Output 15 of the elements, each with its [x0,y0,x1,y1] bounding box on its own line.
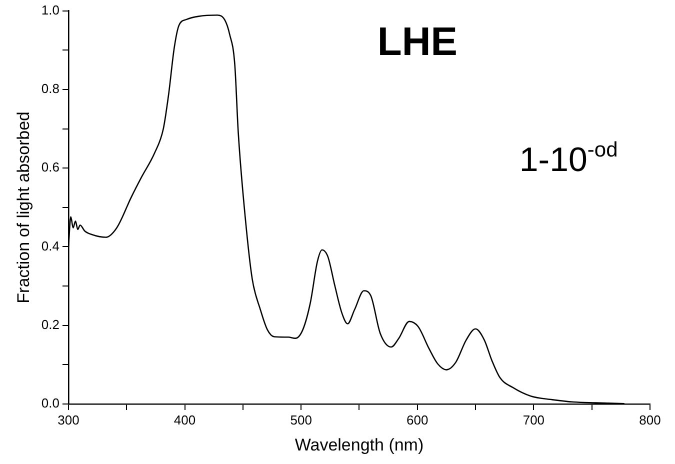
annotation: LHE [377,20,458,64]
x-tick-label: 800 [639,412,661,428]
y-tick-label: 1.0 [41,2,60,18]
x-tick-label: 500 [290,412,312,428]
x-tick-label: 700 [522,412,545,428]
x-tick-label: 300 [58,412,80,428]
y-tick-label: 0.0 [41,396,60,411]
x-tick-label: 600 [406,412,428,428]
x-tick-label: 400 [174,412,196,428]
y-tick-label: 0.6 [41,160,60,175]
y-tick-label: 0.2 [41,316,60,332]
y-tick-label: 0.4 [41,238,60,254]
x-axis-title: Wavelength (nm) [294,435,424,454]
y-tick-label: 0.8 [41,81,60,96]
y-axis-title: Fraction of light absorbed [14,111,33,304]
